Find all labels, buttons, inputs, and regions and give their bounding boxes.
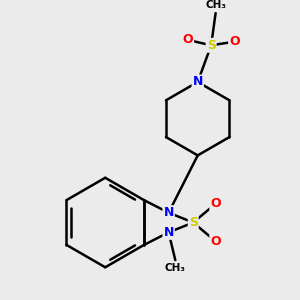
Text: O: O [183,33,193,46]
Text: O: O [210,197,221,210]
Text: O: O [210,235,221,248]
Text: CH₃: CH₃ [165,263,186,273]
Text: O: O [229,35,240,48]
Text: N: N [193,76,203,88]
Text: S: S [189,216,198,229]
Text: N: N [164,226,174,239]
Text: N: N [164,206,174,219]
Text: S: S [207,39,216,52]
Text: CH₃: CH₃ [205,0,226,10]
